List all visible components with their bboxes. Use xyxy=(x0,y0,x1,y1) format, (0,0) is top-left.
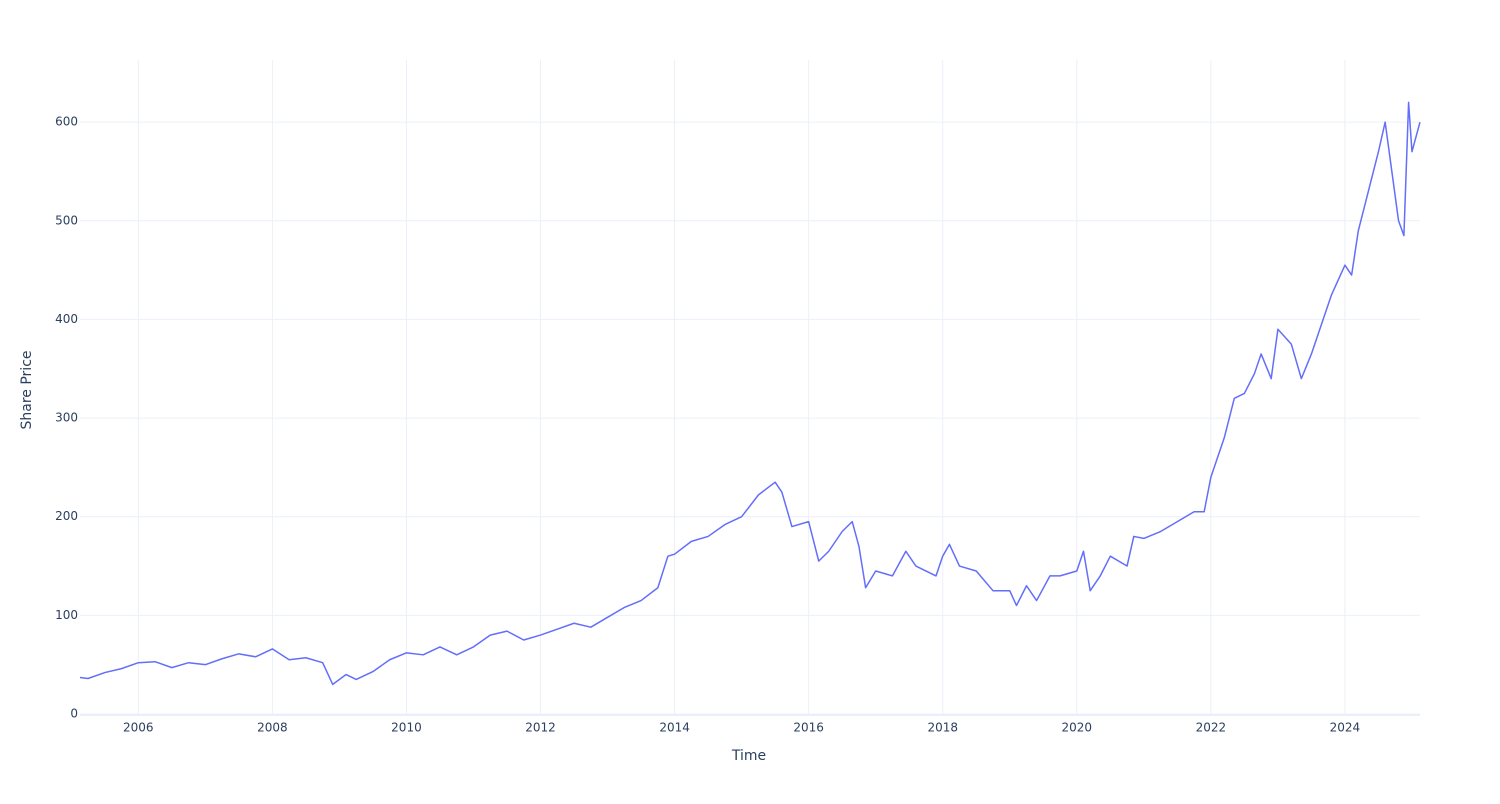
y-tick-label: 100 xyxy=(55,608,78,622)
y-tick-label: 500 xyxy=(55,213,78,227)
x-tick-label: 2018 xyxy=(927,721,958,735)
x-tick-label: 2012 xyxy=(525,721,556,735)
data-line xyxy=(79,101,1421,686)
x-tick-label: 2024 xyxy=(1330,721,1361,735)
y-tick-label: 300 xyxy=(55,411,78,425)
x-tick-label: 2020 xyxy=(1062,721,1093,735)
x-tick-label: 2010 xyxy=(391,721,422,735)
y-axis-title: Share Price xyxy=(19,350,35,429)
x-tick-label: 2008 xyxy=(257,721,288,735)
y-tick-label: 400 xyxy=(55,312,78,326)
x-tick-label: 2016 xyxy=(793,721,824,735)
x-tick-label: 2022 xyxy=(1196,721,1227,735)
y-tick-label: 0 xyxy=(70,707,78,721)
y-tick-label: 200 xyxy=(55,509,78,523)
y-tick-label: 600 xyxy=(55,115,78,129)
x-tick-label: 2006 xyxy=(123,721,154,735)
x-axis-title: Time xyxy=(731,748,766,764)
x-tick-label: 2014 xyxy=(659,721,690,735)
